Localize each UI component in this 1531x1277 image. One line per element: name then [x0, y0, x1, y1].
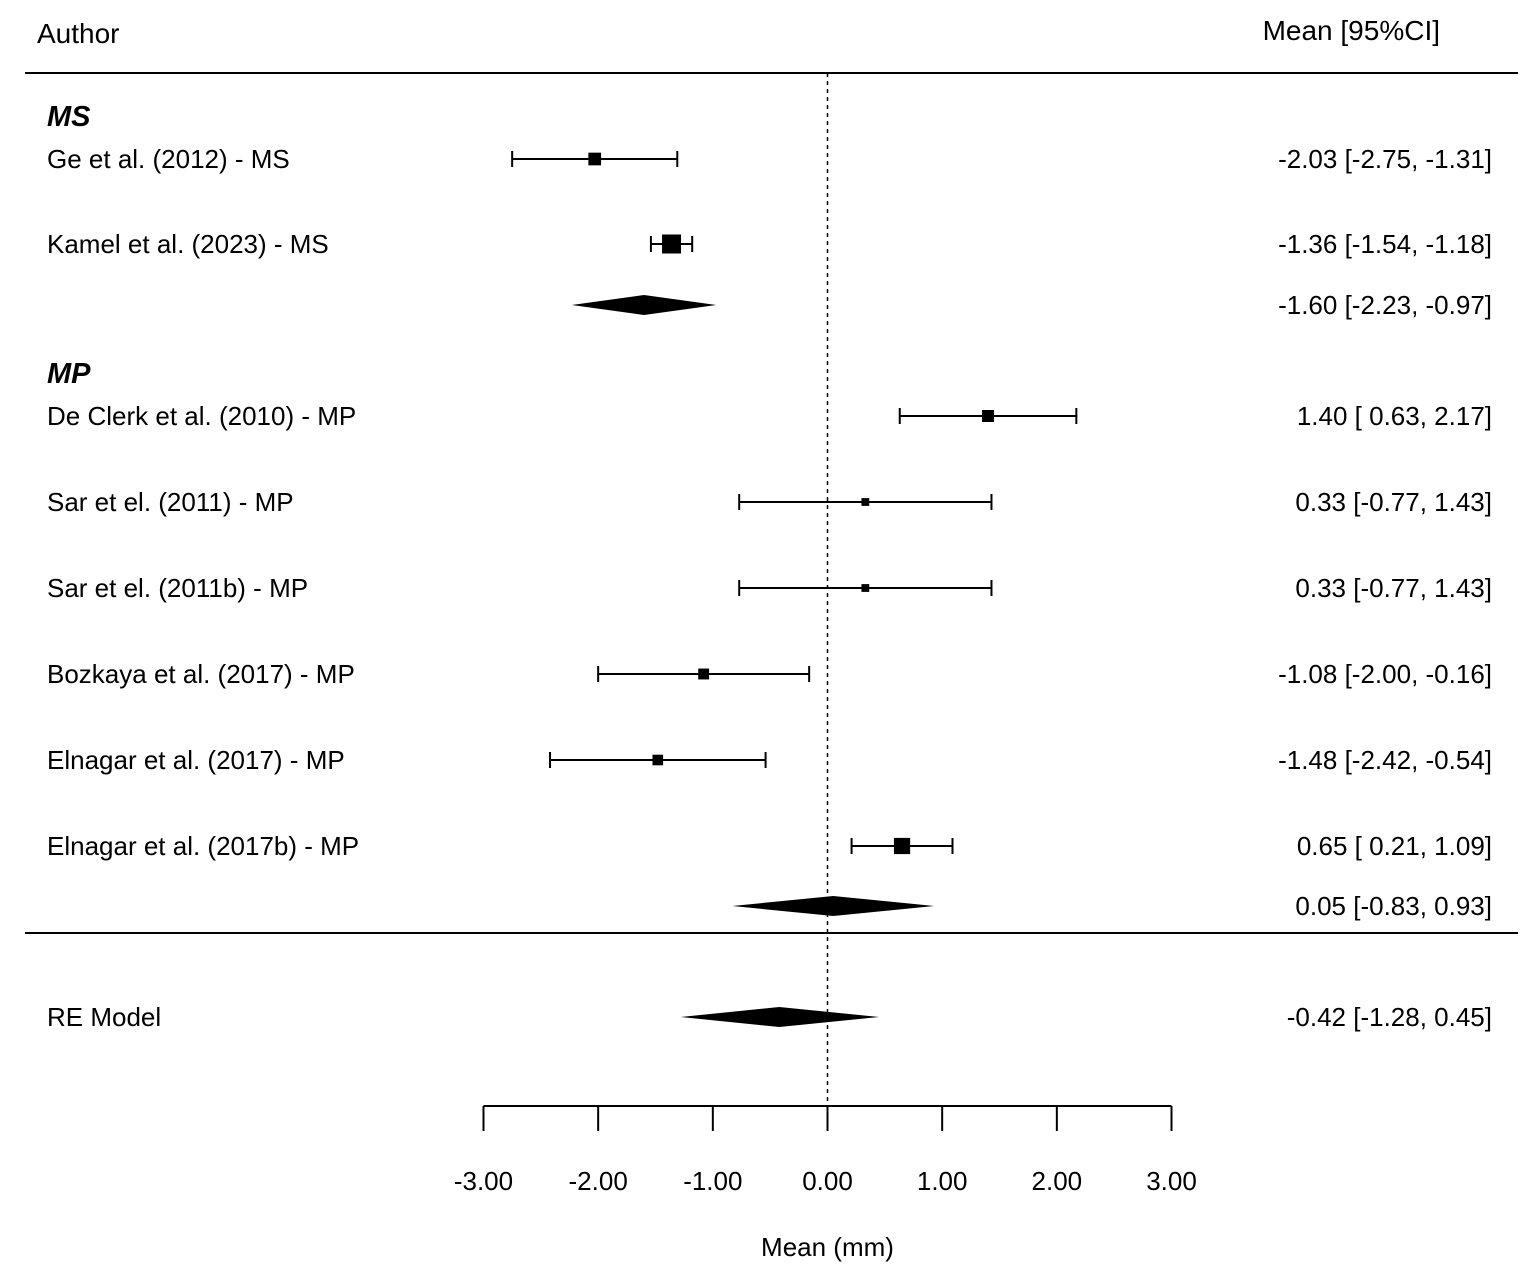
- estimate-column-header: Mean [95%CI]: [1263, 15, 1440, 46]
- study-1-0-label: De Clerk et al. (2010) - MP: [47, 401, 356, 431]
- study-0-0-point: [588, 152, 602, 166]
- study-0-1-ci-text: -1.36 [-1.54, -1.18]: [1278, 229, 1492, 259]
- study-1-0-ci-text: 1.40 [ 0.63, 2.17]: [1297, 401, 1492, 431]
- overall-label: RE Model: [47, 1002, 161, 1032]
- x-tick-label-6: 3.00: [1146, 1166, 1197, 1196]
- overall-ci-text: -0.42 [-1.28, 0.45]: [1287, 1002, 1492, 1032]
- forest-rows: MS Ge et al. (2012) - MS -2.03 [-2.75, -1.…: [47, 73, 1492, 1106]
- x-axis: -3.00 -2.00 -1.00 0.00 1.00 2.00 3.00 Mean (mm): [454, 1105, 1197, 1262]
- x-tick-label-1: -2.00: [569, 1166, 628, 1196]
- group-summary-diamond-ms: [571, 295, 717, 315]
- x-tick-label-0: -3.00: [454, 1166, 513, 1196]
- study-1-1-label: Sar et el. (2011) - MP: [47, 487, 294, 517]
- study-1-2-label: Sar et el. (2011b) - MP: [47, 573, 308, 603]
- x-tick-label-4: 1.00: [917, 1166, 968, 1196]
- group-summary-ci-text-mp: 0.05 [-0.83, 0.93]: [1295, 891, 1492, 921]
- group-summary-diamond-mp: [732, 896, 935, 916]
- author-column-header: Author: [37, 18, 120, 49]
- x-tick-label-5: 2.00: [1032, 1166, 1083, 1196]
- study-1-3-label: Bozkaya et al. (2017) - MP: [47, 659, 355, 689]
- study-1-0-point: [982, 410, 995, 422]
- study-1-1-ci-text: 0.33 [-0.77, 1.43]: [1295, 487, 1492, 517]
- group-summary-ci-text-ms: -1.60 [-2.23, -0.97]: [1278, 290, 1492, 320]
- study-1-5-point: [893, 837, 911, 855]
- study-1-1-point: [861, 498, 870, 506]
- study-1-2-point: [861, 584, 870, 592]
- study-0-1-point: [662, 234, 682, 254]
- study-1-4-label: Elnagar et al. (2017) - MP: [47, 745, 345, 775]
- study-1-4-ci-text: -1.48 [-2.42, -0.54]: [1278, 745, 1492, 775]
- study-1-5-ci-text: 0.65 [ 0.21, 1.09]: [1297, 831, 1492, 861]
- group-label-ms: MS: [47, 101, 91, 133]
- study-1-4-point: [652, 754, 664, 766]
- group-label-mp: MP: [47, 358, 91, 390]
- x-tick-label-2: -1.00: [683, 1166, 742, 1196]
- study-1-3-point: [698, 668, 710, 680]
- overall-diamond: [680, 1007, 880, 1027]
- study-0-0-label: Ge et al. (2012) - MS: [47, 144, 290, 174]
- study-1-5-label: Elnagar et al. (2017b) - MP: [47, 831, 359, 861]
- study-1-3-ci-text: -1.08 [-2.00, -0.16]: [1278, 659, 1492, 689]
- x-tick-label-3: 0.00: [802, 1166, 853, 1196]
- study-0-1-label: Kamel et al. (2023) - MS: [47, 229, 329, 259]
- x-axis-title: Mean (mm): [761, 1232, 894, 1262]
- study-0-0-ci-text: -2.03 [-2.75, -1.31]: [1278, 144, 1492, 174]
- study-1-2-ci-text: 0.33 [-0.77, 1.43]: [1295, 573, 1492, 603]
